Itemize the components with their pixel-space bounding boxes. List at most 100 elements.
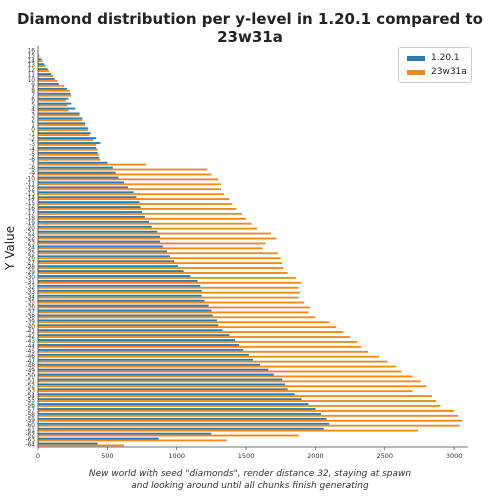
bar-series1-y11 <box>38 73 52 75</box>
bar-series2-y-37 <box>38 311 309 314</box>
bar-series1-y-8 <box>38 166 113 169</box>
y-tick-label: -19 <box>26 221 36 227</box>
y-tick-label: -39 <box>26 319 36 325</box>
bar-series2-y-19 <box>38 222 252 225</box>
bar-series1-y-62 <box>38 432 212 435</box>
y-tick-label: -1 <box>29 132 35 138</box>
bar-series2-y-54 <box>38 395 432 398</box>
bar-series1-y-61 <box>38 427 324 430</box>
y-tick-label: -10 <box>26 177 36 183</box>
bar-series1-y-38 <box>38 314 213 317</box>
legend-swatch-23w31a <box>407 70 425 75</box>
bar-series2-y3 <box>38 114 80 117</box>
bar-series1-y-13 <box>38 191 134 194</box>
legend-label-1-20-1: 1.20.1 <box>431 53 460 63</box>
y-tick-label: -49 <box>26 369 36 375</box>
bar-series1-y-24 <box>38 245 163 248</box>
bar-series2-y-52 <box>38 385 427 388</box>
y-tick-label: -45 <box>26 349 36 355</box>
bar-series2-y-24 <box>38 247 263 250</box>
bar-series1-y-33 <box>38 289 202 292</box>
bar-series2-y15 <box>38 55 40 58</box>
bar-series1-y-7 <box>38 161 108 164</box>
bar-series2-y-46 <box>38 355 380 358</box>
bar-series1-y12 <box>38 68 48 71</box>
bar-series2-y-29 <box>38 272 288 274</box>
bar-series2-y-58 <box>38 414 459 417</box>
y-tick-label: 15 <box>28 53 36 59</box>
bar-series2-y-26 <box>38 257 281 260</box>
bar-series1-y-56 <box>38 403 309 406</box>
bar-series1-y-4 <box>38 147 97 149</box>
y-tick-label: -31 <box>26 280 36 286</box>
bar-series1-y-20 <box>38 225 152 228</box>
bar-series1-y-14 <box>38 196 137 199</box>
y-tick-label: 2 <box>31 117 35 123</box>
y-tick-label: 7 <box>31 93 35 99</box>
bar-series1-y-53 <box>38 388 288 391</box>
y-tick-label: -18 <box>26 216 36 222</box>
bar-series1-y-30 <box>38 275 191 277</box>
bar-series2-y10 <box>38 79 58 82</box>
legend-label-23w31a: 23w31a <box>431 67 467 77</box>
bar-series2-y-60 <box>38 424 460 427</box>
bar-series2-y-9 <box>38 173 212 176</box>
y-tick-label: -32 <box>26 285 36 291</box>
y-tick-label: -38 <box>26 314 36 320</box>
y-tick-label: -42 <box>26 334 36 340</box>
bar-series2-y-38 <box>38 316 316 319</box>
bar-series2-y-31 <box>38 281 302 284</box>
bar-series1-y-40 <box>38 324 219 327</box>
bar-series1-y-22 <box>38 235 161 238</box>
bar-series2-y-61 <box>38 429 419 432</box>
bar-series2-y-36 <box>38 306 310 309</box>
bar-series2-y-64 <box>38 444 124 447</box>
y-tick-label: -24 <box>26 246 36 252</box>
bar-series2-y-34 <box>38 296 299 299</box>
y-tick-label: 10 <box>28 78 36 84</box>
y-tick-label: -27 <box>26 260 36 266</box>
bar-series1-y-41 <box>38 329 223 332</box>
bar-series1-y-31 <box>38 280 198 282</box>
bar-series2-y1 <box>38 124 86 127</box>
bar-series2-y7 <box>38 94 72 97</box>
bar-series2-y-10 <box>38 178 219 181</box>
bar-series2-y-8 <box>38 168 208 171</box>
x-tick-label: 3000 <box>446 452 463 460</box>
x-tick-label: 500 <box>101 452 113 460</box>
bar-series2-y6 <box>38 99 66 102</box>
bar-series2-y0 <box>38 129 88 132</box>
bar-series2-y-18 <box>38 217 247 220</box>
bar-series2-y-51 <box>38 380 421 383</box>
bar-series1-y-10 <box>38 176 119 179</box>
bar-series1-y-57 <box>38 408 316 410</box>
bar-series2-y-7 <box>38 163 147 166</box>
y-tick-label: 3 <box>31 113 35 119</box>
bar-series1-y-39 <box>38 319 217 322</box>
bar-series1-y-19 <box>38 220 149 223</box>
bar-series2-y-45 <box>38 350 369 353</box>
bar-series2-y-33 <box>38 291 301 294</box>
bar-series1-y-3 <box>38 142 101 144</box>
bar-series2-y12 <box>38 70 50 72</box>
y-tick-label: -28 <box>26 265 36 271</box>
bar-series1-y-1 <box>38 132 91 135</box>
y-tick-label: -63 <box>26 438 36 444</box>
bar-series1-y-18 <box>38 215 145 218</box>
bar-series2-y-1 <box>38 134 90 136</box>
bar-series1-y-52 <box>38 383 285 386</box>
caption-line-1: New world with seed "diamonds", render d… <box>88 469 412 479</box>
y-tick-label: -4 <box>29 147 35 153</box>
y-tick-label: -2 <box>29 137 35 143</box>
y-tick-label: -60 <box>26 423 36 429</box>
bar-series1-y4 <box>38 107 76 110</box>
bar-series1-y-5 <box>38 151 98 154</box>
bar-series2-y-14 <box>38 198 230 201</box>
y-tick-label: -54 <box>26 393 36 399</box>
bar-series1-y-6 <box>38 156 100 159</box>
bar-series2-y-50 <box>38 375 413 378</box>
y-tick-label: -61 <box>26 428 36 434</box>
bar-series1-y6 <box>38 97 69 100</box>
bar-series2-y-4 <box>38 148 98 151</box>
